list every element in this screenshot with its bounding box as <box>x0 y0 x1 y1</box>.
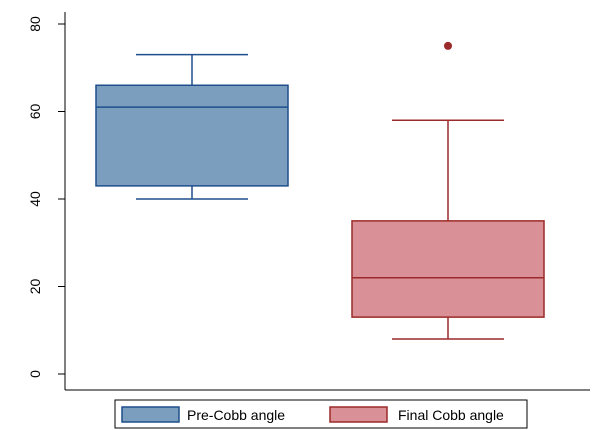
y-tick-label: 60 <box>27 104 43 120</box>
outlier-point <box>444 41 452 50</box>
y-axis-ticks: 0 20 40 60 80 <box>27 16 65 378</box>
y-tick-label: 80 <box>27 16 43 32</box>
legend-swatch-2 <box>329 406 388 423</box>
boxes <box>95 41 545 340</box>
legend-swatch-1 <box>121 406 180 423</box>
box-1 <box>95 53 289 200</box>
legend: Pre-Cobb angle Final Cobb angle <box>114 399 528 429</box>
legend-frame <box>114 399 528 429</box>
y-tick-label: 0 <box>27 370 43 378</box>
plot-area: 0 20 40 60 80 <box>27 12 590 391</box>
box-2 <box>351 41 545 340</box>
legend-label-1: Pre-Cobb angle <box>187 407 285 423</box>
y-tick-label: 40 <box>27 191 43 207</box>
iqr-box <box>95 84 289 187</box>
y-tick-label: 20 <box>27 279 43 295</box>
iqr-box <box>351 220 545 318</box>
legend-label-2: Final Cobb angle <box>398 407 504 423</box>
